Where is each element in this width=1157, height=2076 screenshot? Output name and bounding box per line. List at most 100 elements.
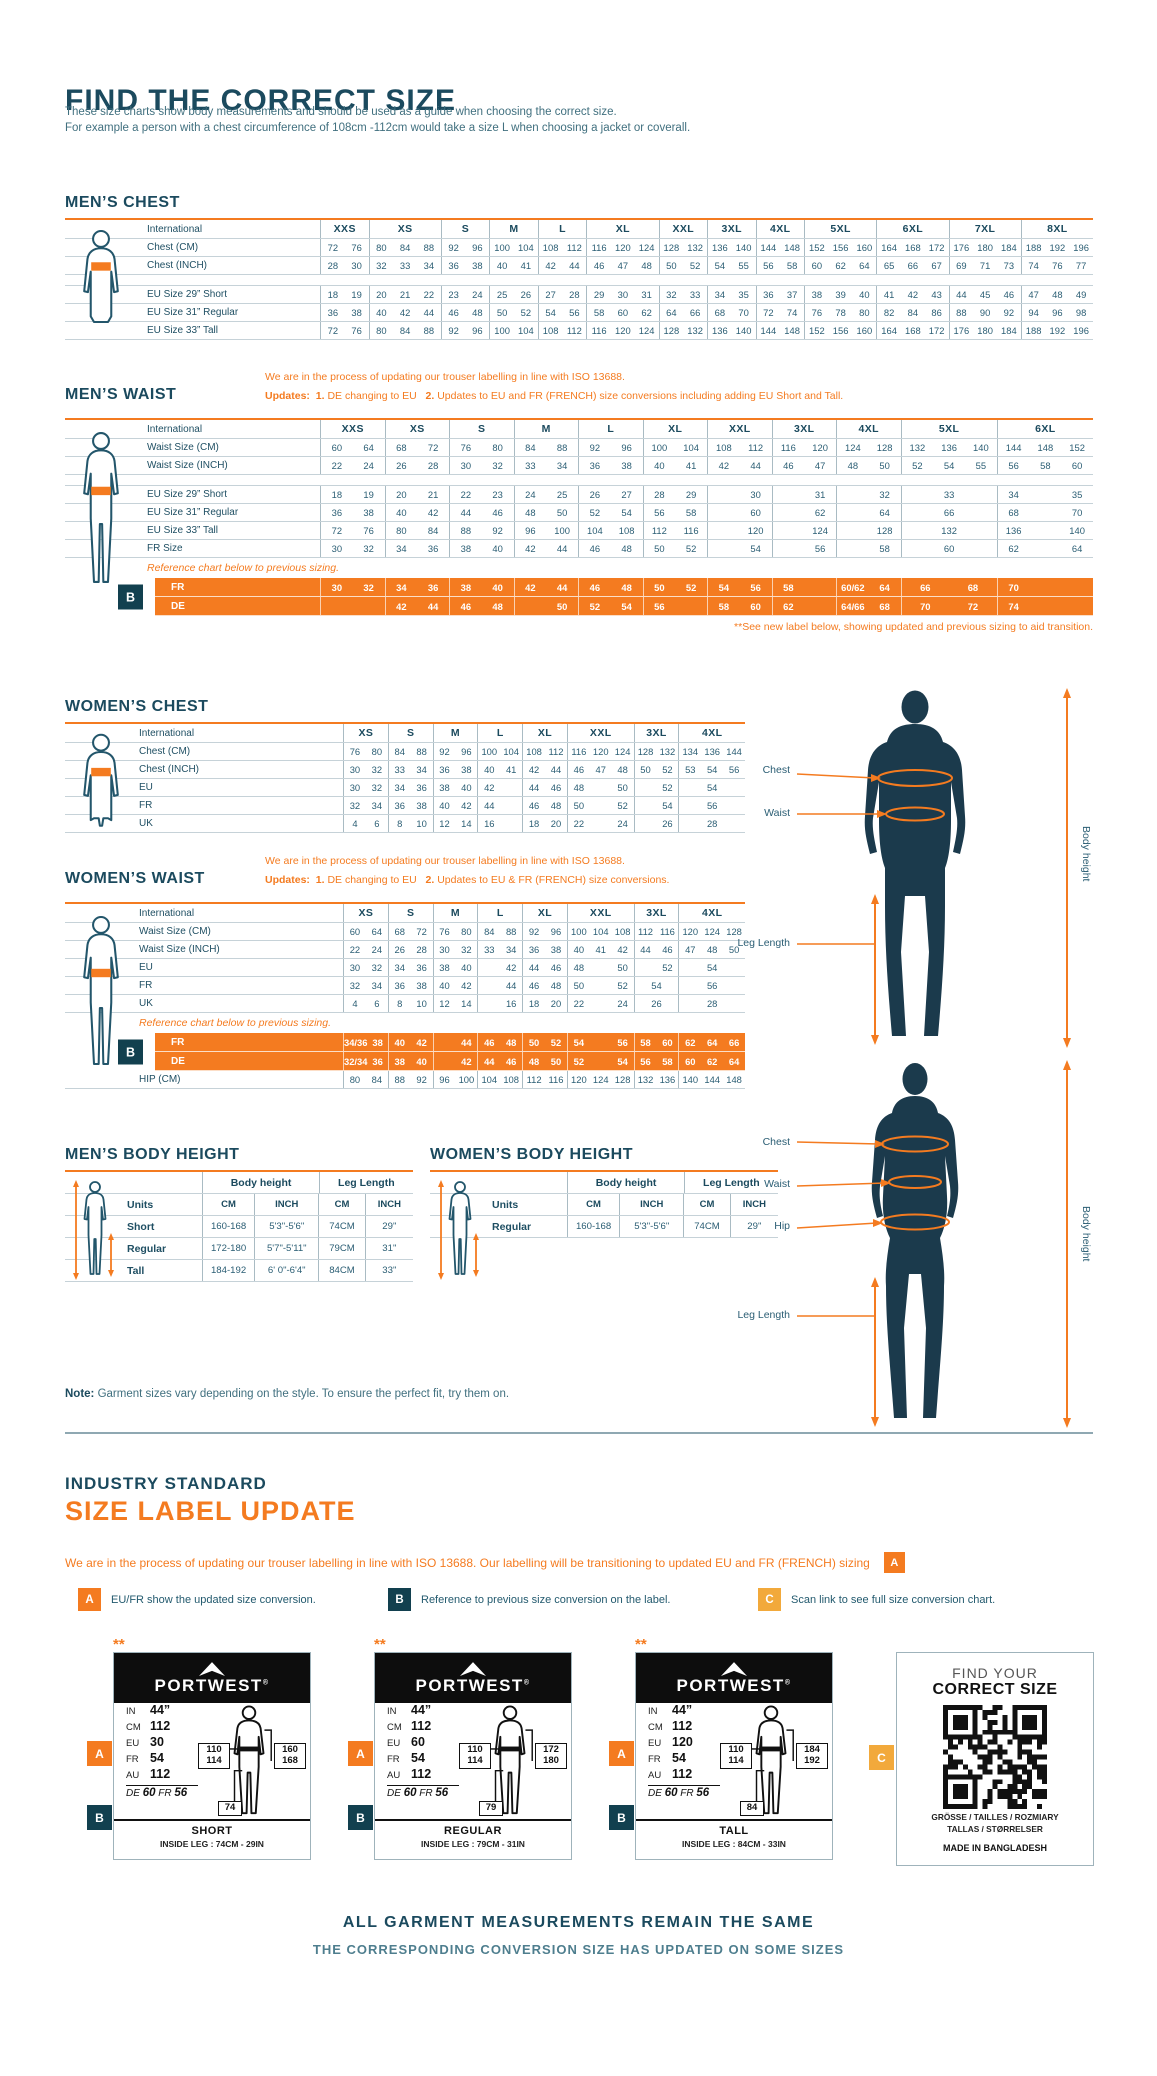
- size-group-cell: 16: [477, 815, 522, 832]
- size-value: 41: [505, 764, 517, 775]
- size-value: 60: [811, 260, 823, 271]
- size-group-cell: 58: [836, 540, 901, 557]
- size-value: 54: [621, 507, 632, 518]
- size-value: 30: [460, 460, 472, 471]
- size-group-cell: 70: [996, 578, 1093, 596]
- fit-value: 160-168: [201, 1216, 254, 1237]
- size-value: 88: [460, 525, 472, 536]
- size-value: 132: [909, 442, 926, 453]
- size-value: 58: [593, 307, 605, 318]
- size-value: 176: [953, 242, 970, 253]
- size-value: 49: [1075, 289, 1087, 300]
- size-group-cell: 108 112: [522, 743, 567, 760]
- size-group-cell: 120: [707, 522, 772, 539]
- size-column-header: S: [387, 904, 433, 922]
- size-group-cell: 88 90 92: [948, 304, 1021, 321]
- size-value: 52: [685, 581, 697, 593]
- size-group-cell: 34/36 38: [343, 1033, 388, 1051]
- size-value: 76: [363, 525, 374, 536]
- size-value: 64: [879, 581, 890, 593]
- size-value: 50: [728, 944, 740, 955]
- size-group-cell: 48 50: [566, 959, 634, 976]
- stars-marker: **: [113, 1636, 125, 1653]
- size-value: 172: [928, 242, 945, 253]
- size-value: 33: [484, 944, 495, 955]
- size-value: 62: [814, 507, 826, 518]
- measure-value: 54: [411, 1751, 425, 1765]
- size-value: 60/62: [841, 581, 865, 593]
- size-group-cell: 34 36: [387, 779, 433, 796]
- size-group-cell: 34 36: [384, 540, 450, 557]
- fit-name: SHORT: [191, 1825, 233, 1837]
- table-row: Chest (CM) 76 80 84 88 92 96 100 104 108 112 116 120…: [65, 743, 745, 761]
- size-value: 33: [399, 260, 411, 271]
- size-value: 100: [571, 926, 587, 937]
- made-in-text: MADE IN BANGLADESH: [942, 1842, 1047, 1853]
- size-group-cell: 144 148: [755, 322, 805, 339]
- label-measure-row: AU 112: [375, 1767, 571, 1783]
- size-value: 24: [363, 460, 374, 471]
- size-value: 21: [427, 489, 439, 500]
- size-column-header: 4XL: [678, 904, 745, 922]
- size-value: 152: [1069, 442, 1085, 453]
- size-value: 26: [662, 818, 673, 829]
- size-value: 35: [738, 289, 749, 300]
- size-value: 41: [595, 944, 606, 955]
- size-group-cell: 52 54: [578, 504, 643, 521]
- table-row: EU Size 33” Tall 72 76 80 84 88 92 96 100 104 108 1…: [65, 322, 1093, 340]
- size-value: 18: [327, 289, 339, 300]
- size-value: 42: [525, 543, 536, 554]
- size-group-cell: 96 100: [432, 1071, 478, 1088]
- size-value: 108: [614, 926, 631, 937]
- mens-chest-size-table: International XXS XS S M L XL XXL 3XL 4XL 5XL 6XL 7X…: [65, 218, 1093, 340]
- size-value: 50: [654, 581, 665, 593]
- size-value: 36: [394, 800, 405, 811]
- size-value: 108: [526, 746, 542, 757]
- size-group-cell: 50 52: [642, 578, 708, 596]
- size-value: 50: [556, 600, 568, 612]
- size-group-cell: 128 132: [658, 239, 708, 256]
- size-value: 30: [331, 581, 343, 593]
- size-value: 84: [371, 1074, 383, 1085]
- badge-b: B: [609, 1805, 634, 1830]
- size-value: 40: [573, 944, 585, 955]
- size-value: 28: [427, 460, 439, 471]
- label-footer: SHORT INSIDE LEG : 74CM - 29IN: [114, 1819, 310, 1849]
- size-value: 136: [712, 325, 728, 336]
- size-value: 80: [492, 442, 503, 453]
- size-value: 50: [617, 782, 628, 793]
- de-fr-line: DE 60 FR 56: [636, 1787, 832, 1799]
- size-value: 144: [726, 746, 742, 757]
- size-value: 54: [662, 800, 673, 811]
- size-group-cell: 42 44: [513, 578, 579, 596]
- size-value: 64/66: [841, 600, 865, 612]
- size-value: 48: [525, 507, 536, 518]
- size-group-cell: 18 20: [522, 995, 567, 1012]
- size-value: 60: [617, 307, 629, 318]
- size-value: 42: [461, 1055, 472, 1067]
- size-group-cell: 31: [771, 486, 837, 503]
- footer-line-2: THE CORRESPONDING CONVERSION SIZE HAS UP…: [312, 1942, 845, 1957]
- size-value: 62: [783, 600, 794, 612]
- size-group-cell: 22 24: [566, 995, 634, 1012]
- row-label: EU Size 29” Short: [147, 489, 228, 500]
- size-group-cell: 62 64: [996, 540, 1093, 557]
- size-value: 70: [1071, 507, 1083, 518]
- table-header-row: International XS S M L XL XXL 3XL 4XL: [65, 904, 745, 923]
- size-value: 148: [1037, 442, 1054, 453]
- size-group-cell: 47 48 49: [1020, 286, 1093, 303]
- size-value: 48: [492, 600, 503, 612]
- size-value: 62: [641, 307, 652, 318]
- size-value: 42: [907, 289, 919, 300]
- leg-size-box: 79: [479, 1801, 503, 1816]
- size-value: 56: [750, 581, 761, 593]
- size-column-header: XXL: [658, 220, 708, 238]
- row-label: FR: [139, 800, 153, 811]
- size-value: 66: [907, 260, 919, 271]
- size-value: 80: [396, 525, 407, 536]
- size-value: 40: [461, 782, 472, 793]
- size-value: 52: [662, 764, 673, 775]
- size-value: 33: [394, 764, 405, 775]
- size-value: 52: [912, 460, 923, 471]
- size-value: 55: [738, 260, 749, 271]
